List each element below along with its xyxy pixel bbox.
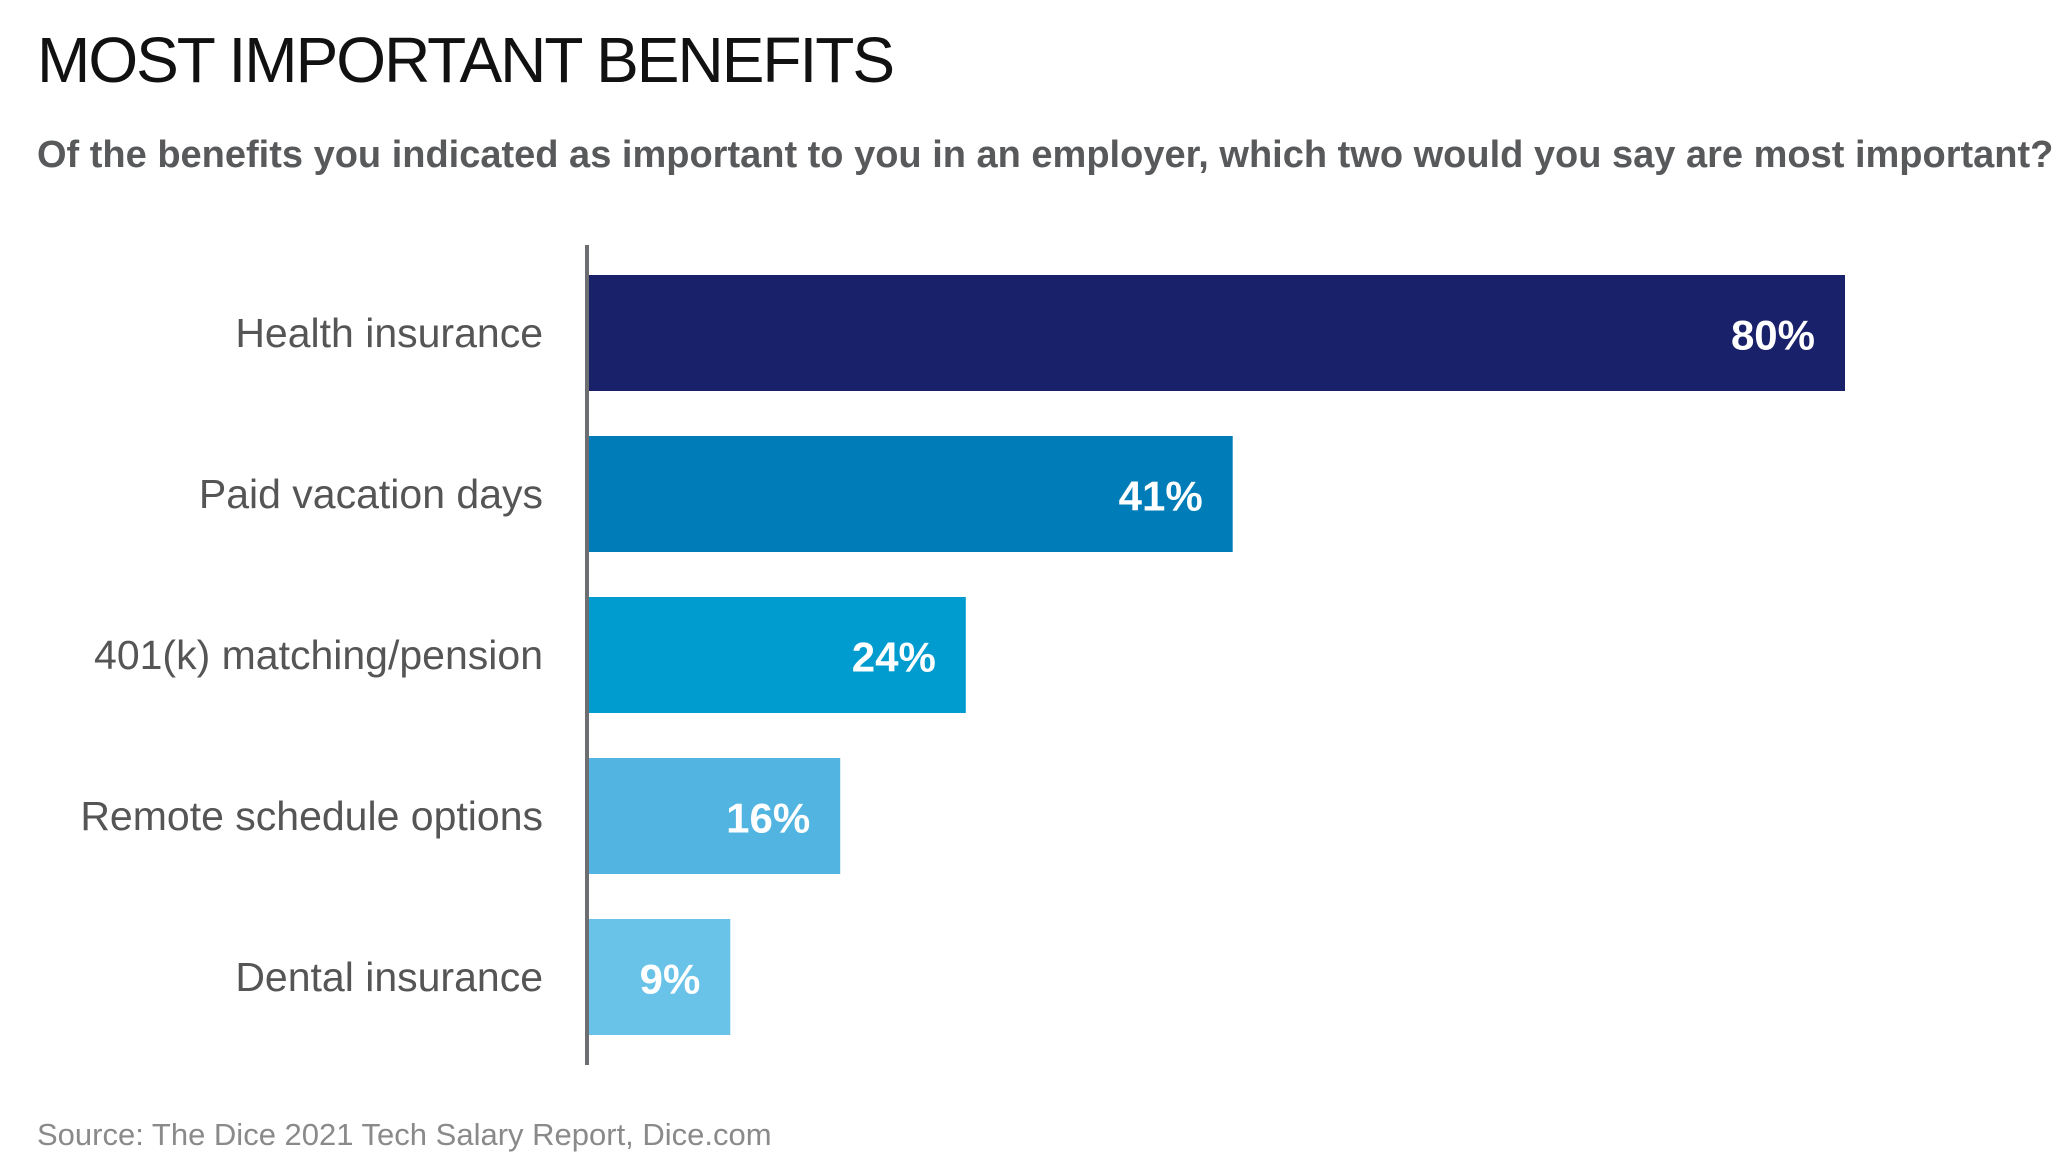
bar-remote-schedule-options [589,758,841,874]
category-label-paid-vacation-days: Paid vacation days [199,471,543,517]
chart-subtitle: Of the benefits you indicated as importa… [37,134,2054,176]
value-label-401-k-matching-pension: 24% [852,634,936,681]
category-label-401-k-matching-pension: 401(k) matching/pension [94,632,543,678]
bars-layer: Health insurance 80% Paid vacation days 41%… [80,275,1845,1035]
bar-health-insurance [589,275,1845,391]
category-label-dental-insurance: Dental insurance [235,954,543,1000]
value-label-remote-schedule-options: 16% [726,795,810,842]
value-label-paid-vacation-days: 41% [1119,473,1203,520]
chart-title: MOST IMPORTANT BENEFITS [37,24,895,96]
bar-401-k-matching-pension [589,597,966,713]
value-label-dental-insurance: 9% [640,956,701,1003]
value-label-health-insurance: 80% [1731,312,1815,359]
category-label-remote-schedule-options: Remote schedule options [80,793,543,839]
bar-chart: Health insurance 80% Paid vacation days 41%… [80,245,1845,1065]
bar-paid-vacation-days [589,436,1233,552]
bar-dental-insurance [589,919,731,1035]
category-label-health-insurance: Health insurance [235,310,543,356]
source-note: Source: The Dice 2021 Tech Salary Report… [37,1117,772,1152]
